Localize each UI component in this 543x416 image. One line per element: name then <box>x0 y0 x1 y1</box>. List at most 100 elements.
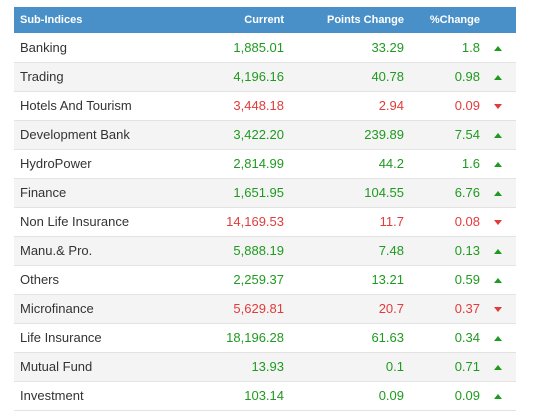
triangle-up-icon <box>494 365 502 371</box>
row-name[interactable]: Manu.& Pro. <box>20 243 93 258</box>
triangle-up-icon <box>494 162 502 168</box>
triangle-down-icon <box>494 104 502 110</box>
row-current: 14,169.53 <box>226 214 284 229</box>
row-trend <box>480 178 516 207</box>
row-current: 1,651.95 <box>233 185 284 200</box>
table-row[interactable]: Manu.& Pro. 5,888.19 7.48 0.13 <box>14 236 516 265</box>
header-current[interactable]: Current <box>244 14 284 26</box>
table-row[interactable]: HydroPower 2,814.99 44.2 1.6 <box>14 149 516 178</box>
row-trend <box>480 33 516 62</box>
row-trend <box>480 62 516 91</box>
row-pct-change: 6.76 <box>454 185 480 200</box>
row-points-change: 239.89 <box>364 127 404 142</box>
table-row[interactable]: Trading 4,196.16 40.78 0.98 <box>14 62 516 91</box>
triangle-up-icon <box>494 133 502 139</box>
row-pct-change: 0.37 <box>454 301 480 316</box>
row-name[interactable]: Trading <box>20 69 64 84</box>
row-current: 2,259.37 <box>233 272 284 287</box>
table-row[interactable]: Life Insurance 18,196.28 61.63 0.34 <box>14 323 516 352</box>
row-trend <box>480 294 516 323</box>
row-current: 1,885.01 <box>233 39 284 55</box>
triangle-down-icon <box>494 220 502 226</box>
row-current: 103.14 <box>244 388 284 403</box>
row-pct-change: 0.08 <box>454 214 480 229</box>
row-name[interactable]: Finance <box>20 185 67 200</box>
table-row[interactable]: Non Life Insurance 14,169.53 11.7 0.08 <box>14 207 516 236</box>
row-points-change: 44.2 <box>378 156 404 171</box>
row-points-change: 40.78 <box>371 69 404 84</box>
table-row[interactable]: Investment 103.14 0.09 0.09 <box>14 381 516 410</box>
table-row[interactable]: Others 2,259.37 13.21 0.59 <box>14 265 516 294</box>
row-points-change: 0.09 <box>378 388 404 403</box>
row-current: 3,422.20 <box>233 127 284 142</box>
row-pct-change: 0.98 <box>454 69 480 84</box>
row-trend <box>480 120 516 149</box>
row-points-change: 33.29 <box>371 39 404 55</box>
table-row[interactable]: Development Bank 3,422.20 239.89 7.54 <box>14 120 516 149</box>
row-points-change: 2.94 <box>378 98 404 113</box>
row-name[interactable]: Life Insurance <box>20 330 102 345</box>
row-trend <box>480 352 516 381</box>
row-name[interactable]: Hotels And Tourism <box>20 98 132 113</box>
row-pct-change: 7.54 <box>454 127 480 142</box>
triangle-down-icon <box>494 307 502 313</box>
row-trend <box>480 265 516 294</box>
header-points-change[interactable]: Points Change <box>326 14 404 26</box>
row-pct-change: 1.6 <box>461 156 480 171</box>
row-pct-change: 0.13 <box>454 243 480 258</box>
header-sub-indices[interactable]: Sub-Indices <box>20 14 83 26</box>
row-current: 18,196.28 <box>226 330 284 345</box>
row-pct-change: 0.34 <box>454 330 480 345</box>
row-pct-change: 0.09 <box>454 98 480 113</box>
row-name[interactable]: Banking <box>20 39 67 55</box>
row-points-change: 0.1 <box>385 359 404 374</box>
triangle-up-icon <box>494 75 502 81</box>
table-row[interactable]: Microfinance 5,629.81 20.7 0.37 <box>14 294 516 323</box>
table-row[interactable]: Finance 1,651.95 104.55 6.76 <box>14 178 516 207</box>
row-current: 3,448.18 <box>233 98 284 113</box>
header-trend <box>480 7 516 33</box>
table-row[interactable]: Hotels And Tourism 3,448.18 2.94 0.09 <box>14 91 516 120</box>
header-pct-change[interactable]: %Change <box>429 14 480 26</box>
row-name[interactable]: Development Bank <box>20 127 130 142</box>
table-header-row: Sub-Indices Current Points Change %Chang… <box>14 7 516 33</box>
row-points-change: 13.21 <box>371 272 404 287</box>
table-body: Banking 1,885.01 33.29 1.8 Trading 4,196.16 40… <box>14 33 516 410</box>
triangle-up-icon <box>494 191 502 197</box>
sub-indices-table-container: Sub-Indices Current Points Change %Chang… <box>14 7 516 411</box>
sub-indices-table: Sub-Indices Current Points Change %Chang… <box>14 7 516 411</box>
table-row[interactable]: Mutual Fund 13.93 0.1 0.71 <box>14 352 516 381</box>
row-name[interactable]: Investment <box>20 388 84 403</box>
row-name[interactable]: Mutual Fund <box>20 359 93 374</box>
row-points-change: 104.55 <box>364 185 404 200</box>
row-name[interactable]: Non Life Insurance <box>20 214 130 229</box>
row-points-change: 61.63 <box>371 330 404 345</box>
triangle-up-icon <box>494 45 502 51</box>
row-trend <box>480 149 516 178</box>
row-points-change: 11.7 <box>379 214 404 229</box>
triangle-up-icon <box>494 278 502 284</box>
row-name[interactable]: Microfinance <box>20 301 94 316</box>
triangle-up-icon <box>494 249 502 255</box>
row-current: 5,629.81 <box>233 301 284 316</box>
row-pct-change: 0.71 <box>454 359 480 374</box>
row-points-change: 7.48 <box>378 243 404 258</box>
triangle-up-icon <box>494 394 502 400</box>
triangle-up-icon <box>494 336 502 342</box>
row-current: 4,196.16 <box>233 69 284 84</box>
table-row[interactable]: Banking 1,885.01 33.29 1.8 <box>14 33 516 62</box>
row-points-change: 20.7 <box>378 301 404 316</box>
row-trend <box>480 207 516 236</box>
row-trend <box>480 381 516 410</box>
row-current: 13.93 <box>251 359 284 374</box>
row-trend <box>480 236 516 265</box>
row-name[interactable]: HydroPower <box>20 156 92 171</box>
row-pct-change: 0.09 <box>454 388 480 403</box>
row-trend <box>480 91 516 120</box>
row-current: 5,888.19 <box>233 243 284 258</box>
row-current: 2,814.99 <box>233 156 284 171</box>
row-pct-change: 1.8 <box>461 39 480 55</box>
row-name[interactable]: Others <box>20 272 60 287</box>
row-trend <box>480 323 516 352</box>
row-pct-change: 0.59 <box>454 272 480 287</box>
